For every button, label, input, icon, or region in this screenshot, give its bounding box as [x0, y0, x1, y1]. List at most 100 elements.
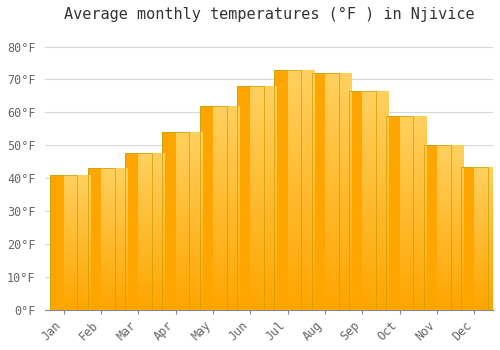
Bar	[64, 215, 90, 219]
Bar	[424, 145, 450, 310]
Bar	[250, 248, 278, 254]
Bar	[474, 202, 500, 206]
Bar	[101, 236, 128, 239]
Bar	[250, 159, 278, 164]
Bar	[362, 304, 390, 310]
Bar	[213, 223, 240, 228]
Bar	[64, 296, 90, 300]
Bar	[400, 290, 426, 295]
Bar	[176, 270, 203, 274]
Bar	[325, 274, 352, 280]
Bar	[400, 193, 426, 198]
Bar	[437, 170, 464, 174]
Bar	[88, 168, 115, 310]
Bar	[250, 254, 278, 259]
Bar	[250, 226, 278, 231]
Bar	[362, 211, 390, 217]
Bar	[288, 298, 314, 304]
Bar	[362, 102, 390, 107]
Bar	[213, 187, 240, 192]
Bar	[325, 191, 352, 197]
Bar	[176, 141, 203, 145]
Bar	[176, 168, 203, 172]
Bar	[288, 106, 314, 112]
Bar	[101, 239, 128, 243]
Bar	[64, 212, 90, 215]
Bar	[213, 208, 240, 213]
Bar	[88, 168, 115, 310]
Bar	[213, 269, 240, 274]
Bar	[250, 136, 278, 142]
Bar	[138, 286, 166, 290]
Bar	[288, 292, 314, 298]
Bar	[138, 153, 166, 158]
Bar	[138, 216, 166, 220]
Bar	[400, 242, 426, 247]
Bar	[325, 209, 352, 215]
Bar	[325, 180, 352, 186]
Bar	[213, 136, 240, 141]
Bar	[101, 246, 128, 250]
Bar	[400, 174, 426, 179]
Bar	[437, 186, 464, 190]
Bar	[176, 265, 203, 270]
Bar	[312, 73, 338, 310]
Bar	[237, 86, 264, 310]
Bar	[437, 301, 464, 306]
Bar	[474, 292, 500, 295]
Bar	[288, 124, 314, 130]
Bar	[325, 215, 352, 221]
Bar	[138, 208, 166, 212]
Bar	[362, 282, 390, 288]
Bar	[101, 211, 128, 214]
Bar	[213, 152, 240, 157]
Bar	[325, 197, 352, 203]
Bar	[437, 285, 464, 289]
Bar	[176, 181, 203, 186]
Bar	[138, 173, 166, 177]
Bar	[288, 232, 314, 238]
Bar	[138, 255, 166, 259]
Bar	[213, 300, 240, 304]
Bar	[474, 299, 500, 302]
Bar	[250, 181, 278, 187]
Bar	[437, 149, 464, 153]
Bar	[138, 236, 166, 239]
Bar	[64, 306, 90, 310]
Bar	[138, 177, 166, 181]
Bar	[176, 257, 203, 261]
Bar	[474, 181, 500, 184]
Bar	[64, 175, 90, 178]
Bar	[288, 190, 314, 196]
Bar	[213, 218, 240, 223]
Bar	[176, 234, 203, 239]
Bar	[288, 244, 314, 250]
Bar	[213, 116, 240, 121]
Bar	[101, 193, 128, 197]
Bar	[176, 176, 203, 181]
Bar	[325, 108, 352, 114]
Bar	[138, 161, 166, 165]
Bar	[362, 124, 390, 129]
Bar	[138, 232, 166, 236]
Bar	[400, 183, 426, 188]
Bar	[213, 131, 240, 136]
Bar	[64, 192, 90, 195]
Bar	[101, 232, 128, 236]
Bar	[213, 274, 240, 279]
Bar	[288, 214, 314, 220]
Bar	[162, 132, 189, 310]
Bar	[101, 207, 128, 211]
Bar	[101, 175, 128, 179]
Bar	[362, 189, 390, 195]
Bar	[437, 145, 464, 149]
Bar	[250, 86, 278, 92]
Bar	[125, 153, 152, 310]
Bar	[250, 304, 278, 310]
Bar	[362, 250, 390, 255]
Bar	[474, 224, 500, 228]
Bar	[362, 178, 390, 184]
Bar	[362, 146, 390, 151]
Bar	[288, 148, 314, 154]
Bar	[250, 209, 278, 215]
